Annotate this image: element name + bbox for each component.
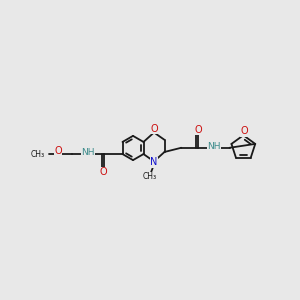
Text: O: O xyxy=(194,124,202,135)
Text: O: O xyxy=(100,167,107,177)
Text: NH: NH xyxy=(207,142,220,151)
Text: CH₃: CH₃ xyxy=(31,150,45,159)
Text: N: N xyxy=(150,158,158,167)
Text: CH₃: CH₃ xyxy=(143,172,157,181)
Text: O: O xyxy=(151,124,158,134)
Text: NH: NH xyxy=(81,148,94,157)
Text: O: O xyxy=(54,146,62,156)
Text: O: O xyxy=(241,126,248,136)
